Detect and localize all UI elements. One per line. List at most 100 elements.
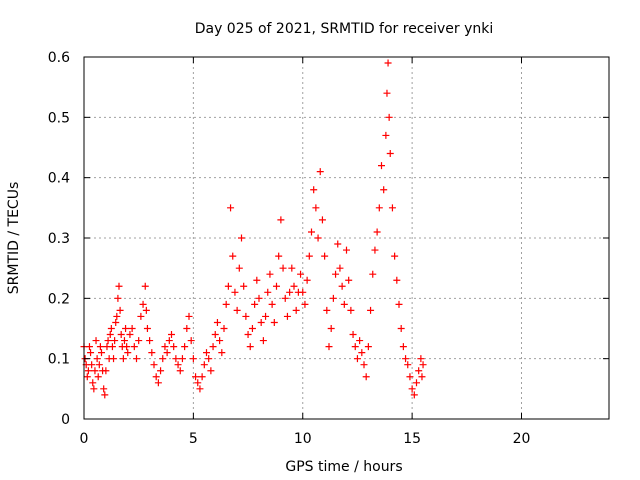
data-point bbox=[216, 337, 224, 345]
data-point bbox=[133, 355, 140, 363]
data-point bbox=[391, 252, 399, 260]
data-point bbox=[163, 349, 171, 357]
data-point bbox=[148, 349, 156, 357]
data-point bbox=[170, 343, 178, 351]
data-point bbox=[301, 300, 309, 308]
data-point bbox=[150, 361, 158, 369]
data-point bbox=[408, 385, 416, 393]
data-point bbox=[233, 306, 241, 314]
data-point bbox=[242, 312, 250, 320]
data-point bbox=[152, 373, 160, 381]
chart-title: Day 025 of 2021, SRMTID for receiver ynk… bbox=[195, 21, 494, 37]
data-point bbox=[137, 312, 145, 320]
data-point bbox=[107, 325, 115, 332]
data-point bbox=[397, 325, 405, 332]
x-tick-label: 0 bbox=[80, 431, 89, 447]
data-point bbox=[321, 252, 329, 260]
data-point bbox=[187, 337, 195, 345]
data-point bbox=[406, 373, 414, 381]
data-point bbox=[318, 216, 326, 224]
data-point bbox=[343, 246, 350, 254]
y-tick-label: 0.2 bbox=[48, 291, 70, 307]
data-point bbox=[253, 276, 261, 284]
data-point bbox=[222, 300, 230, 308]
data-point bbox=[96, 343, 104, 351]
data-point bbox=[116, 306, 124, 314]
data-point bbox=[325, 343, 333, 351]
data-point bbox=[248, 325, 256, 332]
data-point bbox=[327, 325, 335, 332]
data-point bbox=[419, 361, 427, 369]
data-point bbox=[347, 306, 355, 314]
data-point bbox=[362, 373, 370, 381]
data-point bbox=[185, 312, 193, 320]
data-point bbox=[141, 282, 149, 290]
data-point bbox=[334, 240, 342, 248]
data-point bbox=[207, 367, 215, 375]
data-point bbox=[378, 162, 385, 170]
data-point bbox=[83, 373, 91, 381]
data-point bbox=[227, 204, 235, 212]
data-point bbox=[120, 337, 128, 345]
data-point bbox=[384, 59, 392, 67]
data-point bbox=[165, 337, 173, 345]
data-point bbox=[310, 186, 318, 194]
data-point bbox=[124, 349, 132, 357]
data-point bbox=[415, 367, 423, 375]
data-point bbox=[259, 337, 267, 345]
data-point bbox=[316, 168, 324, 176]
data-point bbox=[399, 343, 407, 351]
data-point bbox=[111, 337, 119, 345]
data-point bbox=[117, 331, 125, 339]
data-point bbox=[128, 325, 136, 332]
tick-labels: 0 5 10 15 20 0 0.1 0.2 0.3 0.4 0.5 0.6 bbox=[48, 50, 531, 447]
data-point bbox=[388, 204, 396, 212]
data-point bbox=[349, 331, 357, 339]
data-point bbox=[98, 349, 105, 357]
data-point bbox=[112, 318, 120, 326]
data-point bbox=[283, 312, 291, 320]
data-point bbox=[89, 379, 97, 387]
data-point bbox=[297, 270, 305, 278]
data-point bbox=[323, 306, 331, 314]
data-point bbox=[211, 331, 219, 339]
data-point bbox=[126, 331, 134, 339]
data-point bbox=[417, 355, 425, 363]
data-point bbox=[270, 318, 278, 326]
data-point bbox=[106, 331, 114, 339]
data-point bbox=[91, 367, 99, 375]
data-point bbox=[290, 282, 298, 290]
data-point bbox=[410, 391, 418, 399]
data-point bbox=[246, 343, 254, 351]
x-tick-label: 5 bbox=[189, 431, 198, 447]
data-point bbox=[369, 270, 377, 278]
y-axis-label: SRMTID / TECUs bbox=[6, 182, 22, 295]
data-point bbox=[413, 379, 420, 387]
data-point bbox=[235, 264, 243, 272]
x-tick-label: 20 bbox=[513, 431, 531, 447]
data-point bbox=[135, 337, 143, 345]
data-point bbox=[84, 367, 92, 375]
data-point bbox=[338, 282, 346, 290]
data-point bbox=[104, 337, 112, 345]
data-point bbox=[393, 276, 401, 284]
data-point bbox=[277, 216, 285, 224]
data-point bbox=[351, 343, 359, 351]
data-point bbox=[373, 228, 381, 236]
x-tick-label: 10 bbox=[294, 431, 312, 447]
data-point bbox=[288, 264, 296, 272]
data-points bbox=[80, 59, 427, 399]
data-point bbox=[181, 343, 189, 351]
y-tick-label: 0.3 bbox=[48, 231, 70, 247]
data-point bbox=[244, 331, 252, 339]
data-point bbox=[251, 300, 259, 308]
data-point bbox=[402, 355, 410, 363]
data-point bbox=[192, 373, 200, 381]
data-point bbox=[123, 343, 131, 351]
data-point bbox=[404, 361, 412, 369]
data-point bbox=[198, 373, 206, 381]
data-point bbox=[146, 337, 154, 345]
data-point bbox=[100, 385, 108, 393]
data-point bbox=[176, 367, 184, 375]
